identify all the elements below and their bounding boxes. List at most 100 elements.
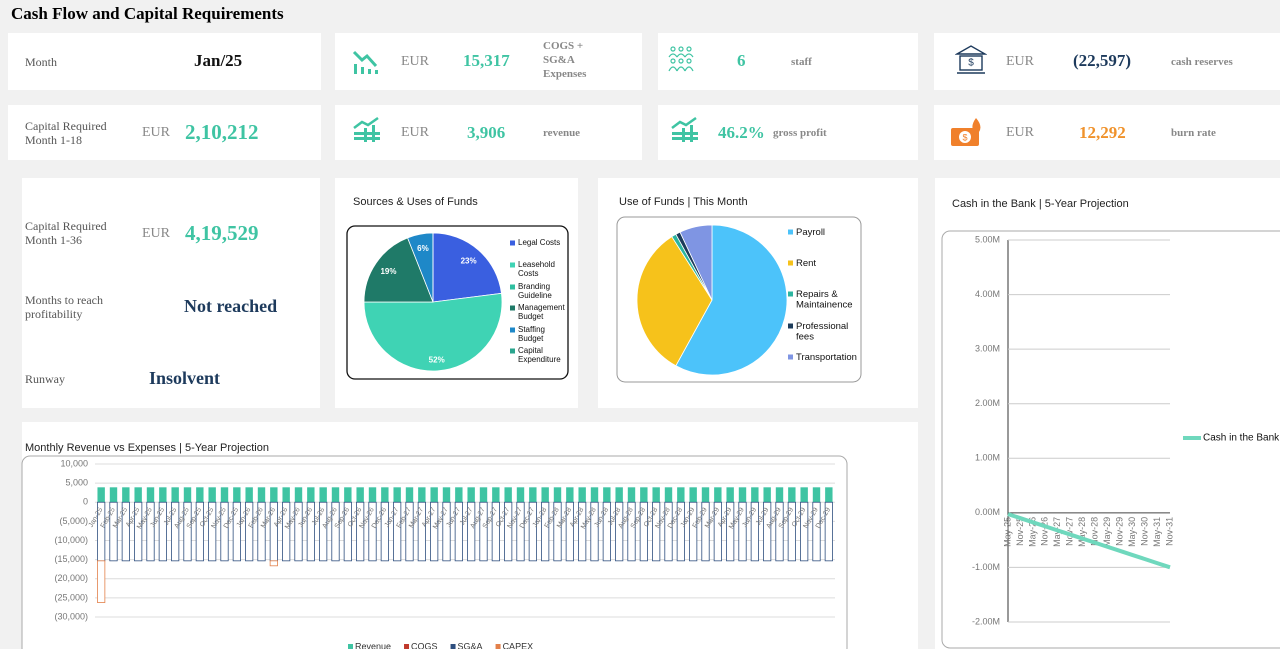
bar xyxy=(528,501,537,562)
kpi-value: 6 xyxy=(737,51,746,70)
bar xyxy=(738,487,747,503)
y-tick-label: (25,000) xyxy=(54,592,88,602)
bar xyxy=(121,501,130,562)
chart-frame xyxy=(21,455,848,649)
y-tick-label: 0 xyxy=(83,497,88,507)
pie-slice xyxy=(636,236,713,367)
bar xyxy=(257,501,266,562)
bar xyxy=(627,501,636,562)
legend-swatch xyxy=(348,644,353,649)
bar xyxy=(109,501,118,562)
kpi-card xyxy=(8,105,321,160)
data-label: 52% xyxy=(429,356,445,365)
pie-slice xyxy=(432,232,502,303)
x-tick-label: Nov-28 xyxy=(1090,517,1100,546)
kpi-label: Runway xyxy=(25,372,65,386)
bar xyxy=(689,501,698,562)
bar xyxy=(294,501,303,562)
kpi-label: Capital Required Month 1-36 xyxy=(25,219,107,247)
y-tick-label: 2.00M xyxy=(975,398,1000,408)
bar xyxy=(307,487,315,503)
bar xyxy=(578,501,587,562)
bar xyxy=(714,487,722,503)
chart-frame xyxy=(941,230,1280,649)
bar xyxy=(368,501,377,562)
kpi-currency: EUR xyxy=(401,54,429,69)
bar xyxy=(196,487,204,503)
bar xyxy=(368,487,377,503)
bar xyxy=(689,487,697,503)
y-tick-label: -1.00M xyxy=(972,562,1000,572)
kpi-label: Months to reach profitability xyxy=(25,293,103,321)
x-tick-label: Nov-29 xyxy=(1115,517,1125,546)
bar xyxy=(306,501,315,562)
bar xyxy=(454,501,463,562)
y-tick-label: 10,000 xyxy=(60,458,88,468)
y-tick-label: 5.00M xyxy=(975,234,1000,244)
profit-icon xyxy=(671,116,698,142)
bar xyxy=(183,487,192,503)
bar xyxy=(491,501,500,562)
kpi-card xyxy=(8,33,321,90)
bar xyxy=(294,487,303,503)
legend-label: Cash in the Bank xyxy=(1203,433,1280,444)
bar xyxy=(393,501,402,562)
bar xyxy=(824,501,833,562)
kpi-currency: EUR xyxy=(142,125,170,140)
bar xyxy=(159,487,167,503)
bar xyxy=(220,501,229,562)
bar xyxy=(788,487,796,503)
x-tick-label: May-26 xyxy=(1027,517,1037,547)
y-tick-label: 4.00M xyxy=(975,289,1000,299)
bar xyxy=(492,487,500,503)
y-tick-label: 1.00M xyxy=(975,453,1000,463)
bar xyxy=(208,501,217,562)
y-tick-label: 5,000 xyxy=(65,478,88,488)
data-label: 19% xyxy=(380,267,396,276)
bar xyxy=(800,501,809,562)
bar xyxy=(504,501,513,562)
legend-label: CAPEX xyxy=(503,641,534,649)
bar xyxy=(331,501,340,562)
bar xyxy=(380,501,389,562)
bar xyxy=(726,487,734,503)
x-tick-label: May-25 xyxy=(1002,517,1012,547)
chart-title: Sources & Uses of Funds xyxy=(353,196,478,208)
kpi-value: 3,906 xyxy=(467,123,506,142)
bar xyxy=(516,501,525,562)
chart-frame xyxy=(346,225,569,380)
bar xyxy=(652,501,661,562)
bar xyxy=(146,487,155,503)
bar xyxy=(282,501,291,562)
x-tick-label: Nov-31 xyxy=(1164,517,1174,546)
data-label: 6% xyxy=(417,244,429,253)
kpi-card xyxy=(658,33,918,90)
bar xyxy=(701,501,710,562)
legend-swatch xyxy=(510,305,515,311)
bar xyxy=(331,487,340,503)
bar xyxy=(183,501,192,562)
bar xyxy=(319,501,328,562)
bar xyxy=(713,501,722,562)
bar xyxy=(467,501,476,562)
bar xyxy=(529,487,537,503)
svg-text:$: $ xyxy=(968,58,974,69)
expense-icon xyxy=(352,50,378,74)
kpi-desc: burn rate xyxy=(1171,127,1216,139)
pie-slice xyxy=(679,224,713,301)
legend-swatch xyxy=(788,354,793,360)
bar xyxy=(158,501,167,562)
bar xyxy=(578,487,586,503)
legend-swatch xyxy=(788,323,793,329)
bar xyxy=(430,501,439,562)
kpi-value: 15,317 xyxy=(463,51,510,70)
bar xyxy=(602,501,611,562)
bar xyxy=(615,487,623,503)
bar xyxy=(553,487,562,503)
kpi-value: Not reached xyxy=(184,296,278,316)
kpi-card xyxy=(335,105,642,160)
legend-swatch xyxy=(404,644,410,649)
kpi-currency: EUR xyxy=(1006,54,1034,69)
bar xyxy=(171,487,179,503)
x-tick-label: May-31 xyxy=(1152,517,1162,547)
